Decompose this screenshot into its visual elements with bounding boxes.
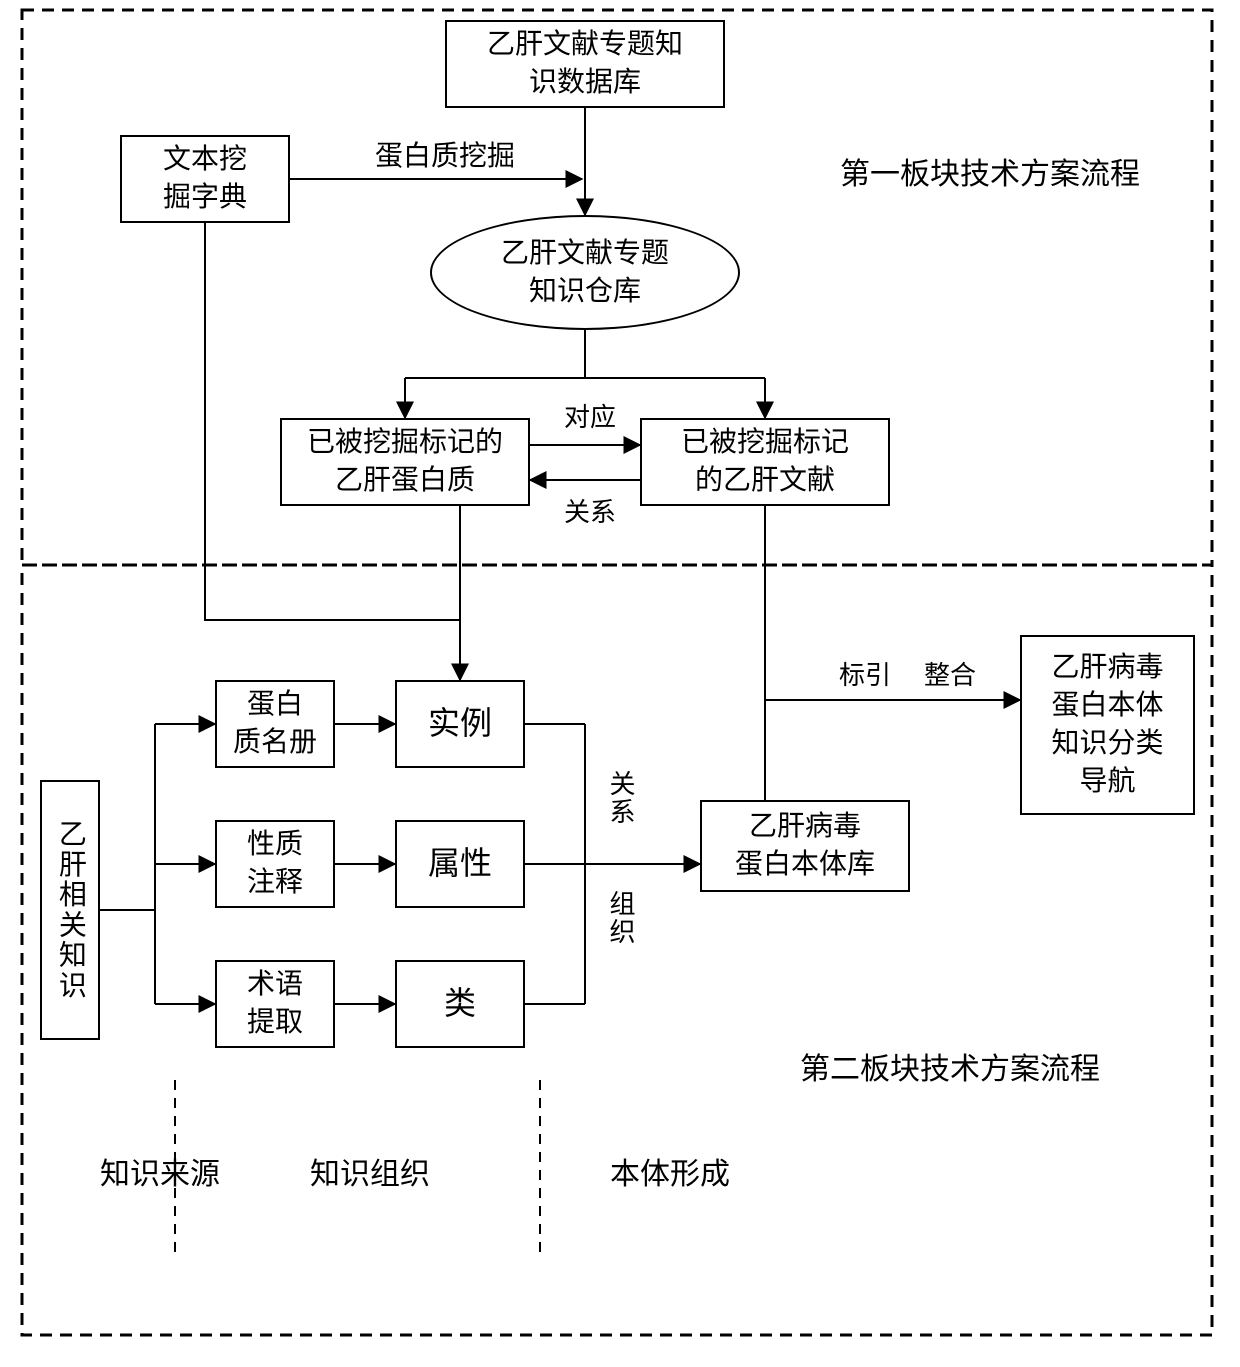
node-warehouse: 乙肝文献专题知识仓库 (430, 215, 740, 330)
node-hbv_know: 乙肝相关知识 (40, 780, 100, 1040)
node-protein_mk: 已被挖掘标记的乙肝蛋白质 (280, 418, 530, 506)
diagram-canvas: 乙肝文献专题知识数据库文本挖掘字典乙肝文献专题知识仓库已被挖掘标记的乙肝蛋白质 已… (0, 0, 1240, 1367)
node-annot: 性质注释 (215, 820, 335, 908)
label-org: 知识组织 (280, 1155, 460, 1196)
node-label: 乙肝相关知识 (51, 819, 89, 1000)
node-label: 实例 (428, 702, 492, 745)
label-onto: 本体形成 (580, 1155, 760, 1196)
node-label: 术语提取 (247, 966, 303, 1042)
node-label: 乙肝文献专题知识仓库 (501, 235, 669, 311)
label-src: 知识来源 (70, 1155, 250, 1196)
node-lit_mk: 已被挖掘标记的乙肝文献 (640, 418, 890, 506)
node-ontolib: 乙肝病毒蛋白本体库 (700, 800, 910, 892)
node-label: 乙肝病毒蛋白本体库 (735, 808, 875, 884)
label-integrate: 整合 (915, 658, 985, 693)
node-label: 乙肝病毒蛋白本体知识分类导航 (1051, 649, 1163, 800)
node-nav: 乙肝病毒蛋白本体知识分类导航 (1020, 635, 1195, 815)
node-cls: 类 (395, 960, 525, 1048)
node-term: 术语提取 (215, 960, 335, 1048)
node-label: 类 (444, 982, 476, 1025)
node-db_top: 乙肝文献专题知识数据库 (445, 20, 725, 108)
node-label: 性质注释 (247, 826, 303, 902)
label-index: 标引 (830, 658, 900, 693)
node-label: 已被挖掘标记的乙肝文献 (681, 424, 849, 500)
node-label: 文本挖掘字典 (163, 141, 247, 217)
label-org_vert: 组织 (608, 890, 638, 946)
node-roster: 蛋白质名册 (215, 680, 335, 768)
node-inst: 实例 (395, 680, 525, 768)
node-label: 已被挖掘标记的乙肝蛋白质 (307, 424, 503, 500)
label-correspond: 对应 (555, 400, 625, 435)
node-label: 蛋白质名册 (233, 686, 317, 762)
label-rel_vert: 关系 (608, 770, 638, 826)
node-attr: 属性 (395, 820, 525, 908)
node-label: 乙肝文献专题知识数据库 (487, 26, 683, 102)
label-panel2_title: 第二板块技术方案流程 (750, 1050, 1150, 1091)
node-label: 属性 (428, 842, 492, 885)
node-dict: 文本挖掘字典 (120, 135, 290, 223)
label-protein_mining: 蛋白质挖掘 (355, 138, 535, 176)
label-relation: 关系 (555, 495, 625, 530)
label-panel1_title: 第一板块技术方案流程 (800, 155, 1180, 196)
